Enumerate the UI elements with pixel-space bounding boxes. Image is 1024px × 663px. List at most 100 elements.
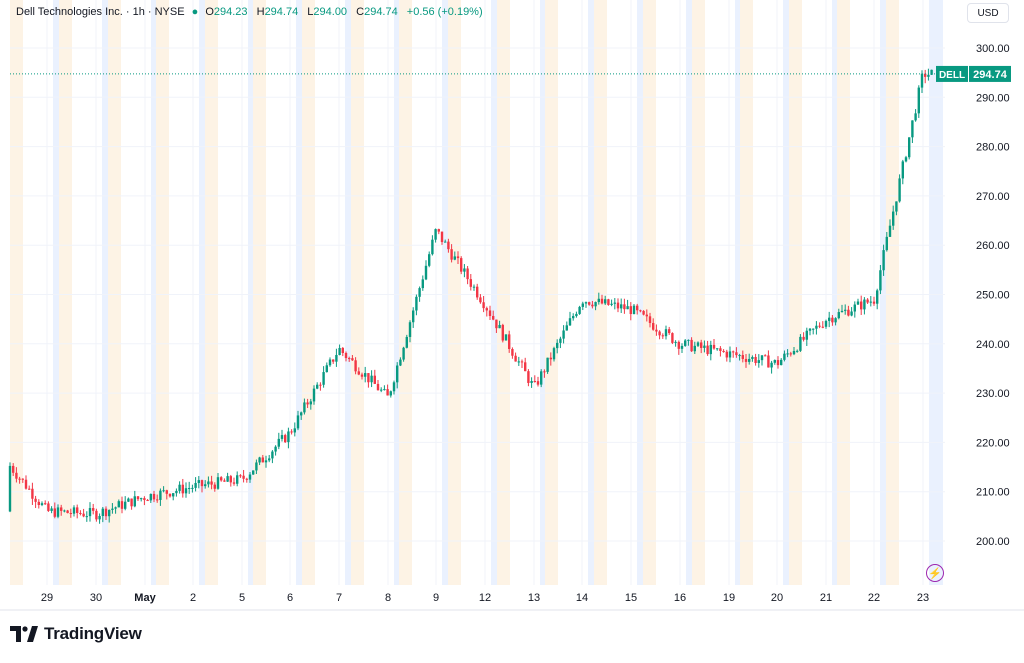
candle-body bbox=[175, 490, 178, 494]
candle-body bbox=[588, 302, 591, 305]
candle-body bbox=[546, 357, 549, 372]
y-tick-label: 260.00 bbox=[976, 240, 1010, 252]
candle-body bbox=[85, 516, 88, 518]
candle-body bbox=[498, 324, 501, 329]
premarket-band bbox=[399, 0, 412, 585]
candle-body bbox=[895, 201, 898, 212]
candle-body bbox=[623, 304, 626, 310]
candle-body bbox=[504, 334, 508, 341]
candle-body bbox=[572, 316, 575, 319]
x-tick-label: 12 bbox=[479, 592, 491, 604]
candle-body bbox=[712, 344, 716, 349]
x-tick-label: 21 bbox=[820, 592, 832, 604]
candle-body bbox=[15, 472, 18, 479]
premarket-band bbox=[886, 0, 899, 585]
candle-body bbox=[856, 301, 860, 305]
candle-body bbox=[431, 239, 434, 255]
candle-body bbox=[696, 342, 700, 346]
candle-body bbox=[565, 325, 568, 331]
candle-body bbox=[98, 515, 101, 520]
candle-body bbox=[101, 508, 104, 516]
candle-body bbox=[181, 484, 184, 494]
candle-body bbox=[824, 320, 828, 327]
candle-body bbox=[818, 325, 821, 327]
candle-body bbox=[767, 355, 770, 368]
candle-body bbox=[482, 302, 485, 309]
symbol-title: Dell Technologies Inc. · 1h · NYSE bbox=[16, 6, 185, 18]
candle-body bbox=[252, 470, 255, 475]
candle-body bbox=[924, 73, 927, 77]
candle-body bbox=[412, 310, 415, 323]
candle-body bbox=[744, 358, 748, 362]
candle-body bbox=[392, 382, 396, 392]
candle-body bbox=[882, 250, 885, 271]
candle-body bbox=[447, 241, 450, 250]
candle-body bbox=[156, 499, 159, 501]
candle-body bbox=[312, 388, 316, 402]
candle-body bbox=[386, 389, 389, 396]
candle-body bbox=[188, 488, 191, 490]
candle-body bbox=[706, 345, 709, 355]
candle-body bbox=[828, 317, 831, 321]
candle-body bbox=[469, 279, 472, 287]
candle-body bbox=[104, 508, 108, 517]
candle-body bbox=[92, 508, 95, 511]
candle-body bbox=[184, 488, 188, 494]
candle-body bbox=[674, 341, 677, 343]
candle-body bbox=[351, 358, 354, 361]
candle-body bbox=[888, 225, 892, 237]
candle-body bbox=[143, 498, 146, 501]
candle-body bbox=[37, 501, 40, 505]
y-tick-label: 240.00 bbox=[976, 339, 1010, 351]
candle-body bbox=[866, 299, 869, 303]
candle-body bbox=[47, 503, 50, 511]
premarket-band bbox=[692, 0, 705, 585]
y-tick-label: 290.00 bbox=[976, 92, 1010, 104]
candle-body bbox=[415, 296, 418, 311]
candle-body bbox=[444, 241, 447, 243]
change-value: +0.56 (+0.19%) bbox=[406, 6, 483, 18]
tradingview-logo[interactable]: TradingView bbox=[10, 624, 142, 644]
candle-body bbox=[383, 389, 386, 391]
candle-body bbox=[290, 431, 293, 433]
candle-body bbox=[581, 303, 584, 307]
candle-body bbox=[146, 500, 149, 502]
candle-body bbox=[837, 312, 840, 319]
premarket-band bbox=[545, 0, 558, 585]
premarket-band bbox=[789, 0, 802, 585]
x-tick-label: 23 bbox=[917, 592, 929, 604]
candle-body bbox=[376, 383, 380, 391]
candle-body bbox=[197, 480, 200, 483]
candle-body bbox=[309, 401, 312, 405]
candle-body bbox=[341, 347, 344, 353]
candle-body bbox=[405, 336, 408, 348]
candle-body bbox=[658, 331, 661, 336]
candle-body bbox=[232, 482, 236, 484]
candle-body bbox=[437, 229, 440, 232]
candle-body bbox=[908, 137, 911, 158]
candle-body bbox=[31, 488, 34, 499]
x-tick-label: 13 bbox=[528, 592, 540, 604]
currency-button[interactable]: USD bbox=[967, 3, 1009, 23]
flash-icon[interactable]: ⚡ bbox=[926, 564, 944, 582]
candle-body bbox=[815, 325, 818, 329]
candle-body bbox=[191, 487, 194, 489]
candle-body bbox=[757, 360, 760, 364]
candle-body bbox=[773, 360, 776, 363]
candle-body bbox=[261, 457, 264, 463]
candle-body bbox=[920, 73, 924, 88]
candle-body bbox=[693, 345, 696, 352]
high-label: H bbox=[256, 6, 265, 18]
x-axis: 29 30 May 2 5 6 7 8 9 12 13 14 15 16 19 20 21 22 23 bbox=[41, 592, 929, 604]
low-label: L bbox=[307, 6, 314, 18]
candle-body bbox=[328, 359, 332, 366]
candle-body bbox=[213, 484, 216, 489]
candle-body bbox=[268, 458, 271, 461]
candle-body bbox=[76, 507, 79, 513]
candle-body bbox=[44, 503, 47, 505]
candle-body bbox=[524, 362, 527, 372]
x-tick-label: 15 bbox=[625, 592, 637, 604]
candle-body bbox=[450, 249, 453, 260]
candle-body bbox=[28, 488, 31, 490]
